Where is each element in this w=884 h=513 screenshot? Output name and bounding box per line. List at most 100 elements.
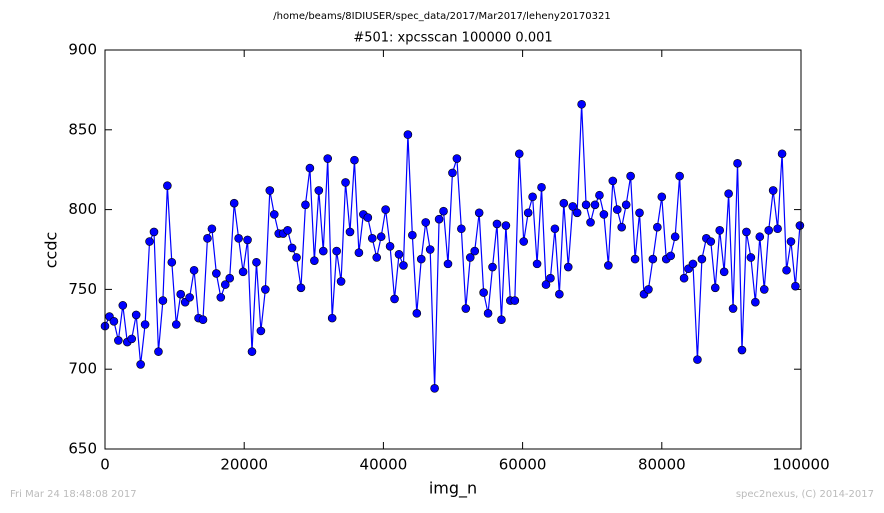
data-point [216,293,226,302]
data-point [465,253,475,262]
data-point [185,293,194,302]
data-point [510,296,520,305]
data-point [203,234,212,243]
data-point [599,210,609,219]
data-point [559,198,569,208]
data-point [501,221,511,230]
data-point [167,257,177,267]
data-point [332,246,341,256]
data-point [737,345,747,355]
data-point [189,265,199,275]
data-point [577,99,586,109]
data-point [519,237,529,246]
data-point [220,280,230,289]
data-point [528,192,537,202]
data-point [118,301,128,310]
data-point [483,309,493,318]
data-point [403,130,413,139]
data-point [176,289,186,299]
data-point [154,347,163,356]
y-tick-label: 900 [68,41,97,59]
data-point [416,254,426,264]
data-point [327,313,337,323]
data-point [715,226,725,235]
data-point [252,257,261,267]
data-point [439,206,448,216]
data-point [408,230,417,240]
data-point [434,214,444,224]
data-point [225,273,235,283]
data-point [448,168,457,178]
data-point [612,205,622,214]
data-point [497,315,506,325]
data-point [470,246,480,256]
data-point [421,218,431,227]
footer-right: spec2nexus, (C) 2014-2017 [736,489,874,500]
data-point [261,285,270,294]
data-point [140,320,150,329]
data-point [657,192,667,202]
data-point [318,246,328,256]
data-point [381,205,390,214]
data-point [136,360,145,369]
data-point [653,222,662,232]
data-point [764,226,774,235]
data-point [323,154,333,163]
data-point [719,267,729,277]
data-point [746,253,756,262]
data-point [644,285,653,294]
x-tick-label: 60000 [499,456,547,474]
footer-left: Fri Mar 24 18:48:08 2017 [10,489,137,500]
data-point [563,262,573,272]
data-point [630,254,640,264]
data-point [666,251,676,261]
data-point [207,224,217,234]
data-point [728,304,738,313]
data-point [532,259,542,269]
data-point [149,227,159,237]
data-point [390,294,399,304]
data-point [670,232,680,242]
data-point [345,227,355,237]
x-tick-label: 40000 [360,456,408,474]
data-point [514,149,524,159]
x-tick-label: 100000 [772,456,829,474]
x-tick-label: 0 [100,456,110,474]
data-point [394,249,404,259]
data-point [350,155,359,165]
data-point [229,198,239,208]
data-point [269,210,279,219]
data-point [541,280,551,289]
data-point [114,336,123,345]
data-point [457,224,466,234]
data-point [145,237,154,246]
data-point [479,288,488,297]
data-point [777,149,787,159]
data-point [795,221,805,230]
data-point [243,235,252,245]
data-point [595,190,604,200]
data-point [234,234,243,243]
plot-frame [104,49,802,450]
data-point [675,171,684,181]
data-point [621,200,631,210]
data-point [336,277,346,286]
data-point [759,285,769,294]
data-point [710,283,720,293]
data-point [265,186,275,195]
file-title: /home/beams/8IDIUSER/spec_data/2017/Mar2… [273,11,610,22]
data-point [586,218,595,227]
data-point [768,186,778,195]
data-point [287,243,297,253]
data-point [648,254,658,264]
data-point [474,208,484,218]
data-point [568,202,578,211]
data-point [283,226,292,235]
data-point [314,186,324,195]
data-point [724,189,733,198]
data-point [550,224,560,234]
y-axis-label: ccdc [42,232,61,269]
data-point [590,200,600,210]
data-point [751,297,760,307]
